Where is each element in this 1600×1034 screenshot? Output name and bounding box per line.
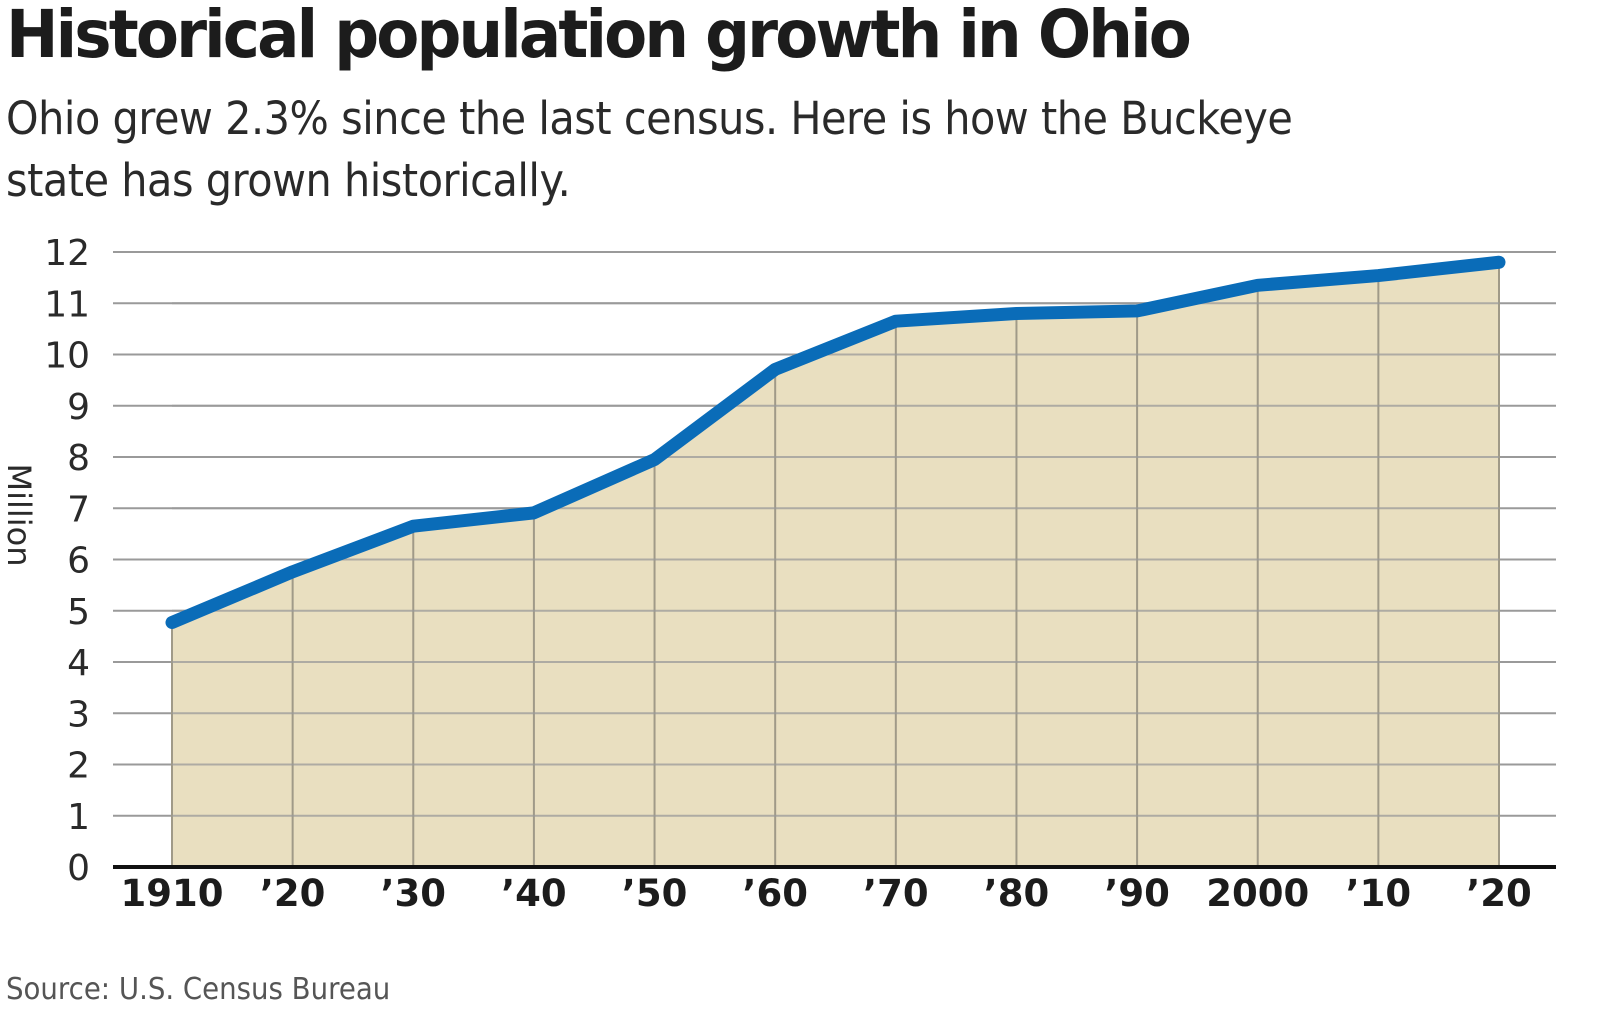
x-tick-label: ’30 [380, 872, 446, 915]
x-axis-ticks: 1910 ’20 ’30 ’40 ’50 ’60 ’70 ’80 ’90 2000 ’10 ’20 [121, 872, 1532, 915]
y-axis-label: Million [0, 463, 38, 566]
vertical-gridlines [171, 251, 1500, 867]
chart-subtitle: Ohio grew 2.3% since the last census. He… [6, 92, 1293, 207]
y-tick-label: 1 [67, 797, 90, 838]
y-tick-label: 0 [67, 848, 90, 889]
x-tick-label: ’10 [1346, 872, 1412, 915]
y-tick-label: 6 [67, 541, 90, 582]
population-line [165, 255, 1506, 630]
x-tick-label: 1910 [121, 872, 224, 915]
area-layer [172, 262, 1499, 867]
y-tick-label: 10 [44, 336, 90, 377]
y-tick-label: 8 [67, 438, 90, 479]
source-note: Source: U.S. Census Bureau [6, 972, 391, 1007]
y-tick-label: 2 [67, 746, 90, 787]
chart-title: Historical population growth in Ohio [6, 0, 1192, 73]
y-tick-label: 11 [44, 284, 90, 325]
population-area [172, 262, 1499, 867]
x-tick-label: ’50 [622, 872, 688, 915]
y-tick-label: 3 [67, 694, 90, 735]
x-tick-label: ’20 [260, 872, 326, 915]
line-layer [165, 255, 1506, 630]
y-tick-label: 7 [67, 489, 90, 530]
x-tick-label: ’60 [742, 872, 808, 915]
x-tick-label: ’80 [984, 872, 1050, 915]
y-tick-label: 9 [67, 387, 90, 428]
x-tick-label: ’40 [501, 872, 567, 915]
y-tick-label: 4 [67, 643, 90, 684]
x-tick-label: ’70 [863, 872, 929, 915]
y-tick-label: 5 [67, 592, 90, 633]
x-tick-label: 2000 [1206, 872, 1309, 915]
y-tick-label: 12 [44, 233, 90, 274]
x-tick-label: ’20 [1466, 872, 1532, 915]
x-tick-label: ’90 [1104, 872, 1170, 915]
